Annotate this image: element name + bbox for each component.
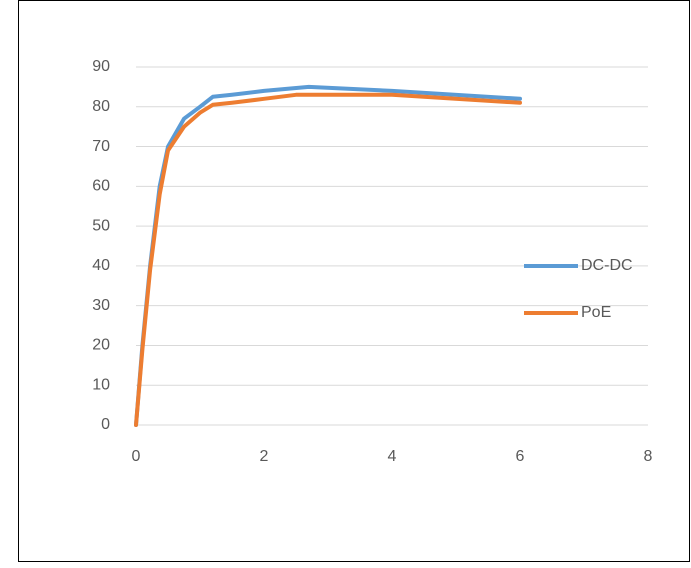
y-tick-label: 30 xyxy=(92,297,110,314)
y-tick-label: 80 xyxy=(92,98,110,115)
x-tick-label: 0 xyxy=(132,448,141,465)
y-tick-label: 0 xyxy=(101,416,110,433)
y-tick-label: 70 xyxy=(92,138,110,155)
y-tick-label: 40 xyxy=(92,257,110,274)
x-tick-label: 8 xyxy=(644,448,653,465)
chart-border xyxy=(18,0,690,562)
x-tick-label: 4 xyxy=(388,448,397,465)
x-tick-label: 2 xyxy=(260,448,269,465)
legend-label: PoE xyxy=(581,304,611,321)
y-tick-label: 20 xyxy=(92,337,110,354)
x-tick-label: 6 xyxy=(516,448,525,465)
series-line xyxy=(134,92,522,427)
y-tick-label: 90 xyxy=(92,58,110,75)
y-tick-label: 10 xyxy=(92,376,110,393)
y-tick-label: 60 xyxy=(92,178,110,195)
legend-label: DC-DC xyxy=(581,257,633,274)
y-tick-label: 50 xyxy=(92,217,110,234)
